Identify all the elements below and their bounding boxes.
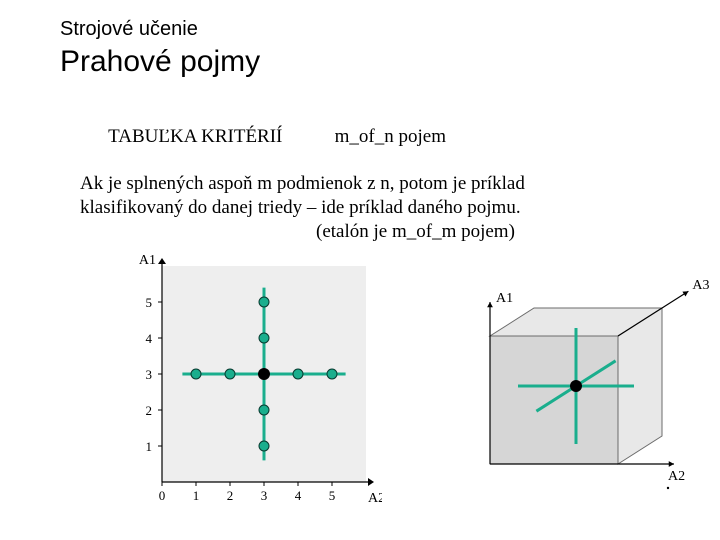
svg-text:A1: A1 — [496, 291, 513, 306]
figure-3d-svg: A1 A2 A3 — [450, 278, 710, 498]
svg-text:3: 3 — [146, 367, 153, 382]
figure-3d: A1 A2 A3 — [450, 278, 710, 503]
page-title: Prahové pojmy — [60, 45, 692, 79]
svg-text:2: 2 — [146, 403, 153, 418]
figures-area: 01234512345A1A2 A1A2A3 — [38, 252, 692, 540]
svg-text:4: 4 — [295, 488, 302, 503]
svg-text:1: 1 — [193, 488, 200, 503]
figure-2d-svg: 0 1 2 3 4 5 1 2 3 4 5 A1 A2 — [122, 252, 382, 512]
svg-text:3: 3 — [261, 488, 268, 503]
body-line2: Ak je splnených aspoň m podmienok z n, p… — [80, 172, 692, 196]
body-line1b: m_of_n pojem — [335, 126, 446, 147]
supertitle: Strojové učenie — [60, 18, 692, 41]
svg-text:A3: A3 — [692, 278, 709, 293]
svg-text:0: 0 — [159, 488, 166, 503]
svg-text:4: 4 — [146, 331, 153, 346]
body-line3: klasifikovaný do danej triedy – ide prík… — [80, 196, 692, 220]
slide: Strojové učenie Prahové pojmy TABUĽKA KR… — [0, 0, 720, 540]
body-line1a: TABUĽKA KRITÉRIÍ — [108, 126, 282, 147]
svg-text:5: 5 — [146, 295, 153, 310]
svg-text:A1: A1 — [139, 253, 156, 268]
svg-text:5: 5 — [329, 488, 336, 503]
svg-text:2: 2 — [227, 488, 234, 503]
svg-text:A2: A2 — [668, 469, 685, 484]
svg-text:1: 1 — [146, 439, 153, 454]
body-text: TABUĽKA KRITÉRIÍ m_of_n pojem Ak je spln… — [80, 101, 692, 244]
svg-text:A2: A2 — [368, 491, 382, 506]
body-line4: (etalón je m_of_m pojem) — [316, 220, 692, 244]
figure-2d: 0 1 2 3 4 5 1 2 3 4 5 A1 A2 — [122, 252, 382, 517]
